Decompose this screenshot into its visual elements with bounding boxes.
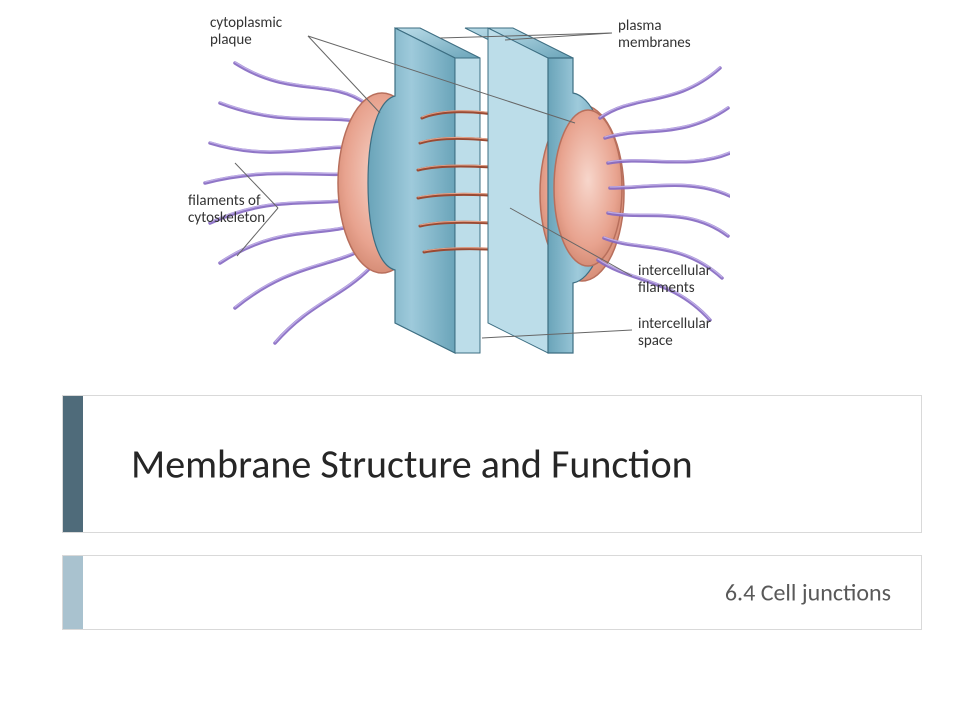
label-intercellular-space: intercellularspace <box>638 316 711 349</box>
subtitle-accent <box>63 556 83 629</box>
label-filaments-cytoskeleton: filaments ofcytoskeleton <box>188 193 265 226</box>
title-bar: Membrane Structure and Function <box>62 395 922 533</box>
slide: cytoplasmicplaque filaments ofcytoskelet… <box>0 0 960 720</box>
subtitle-bar: 6.4 Cell junctions <box>62 555 922 630</box>
slide-subtitle: 6.4 Cell junctions <box>725 578 891 607</box>
title-accent <box>63 396 83 532</box>
label-intercellular-filaments: intercellularfilaments <box>638 263 711 296</box>
left-membrane <box>368 28 480 353</box>
label-plasma-membranes: plasmamembranes <box>618 18 691 51</box>
slide-title: Membrane Structure and Function <box>131 440 693 489</box>
label-text: intercellularspace <box>638 315 711 350</box>
label-text: plasmamembranes <box>618 17 691 52</box>
cell-junction-diagram: cytoplasmicplaque filaments ofcytoskelet… <box>180 8 730 383</box>
label-text: intercellularfilaments <box>638 262 711 297</box>
label-text: filaments ofcytoskeleton <box>188 192 265 227</box>
label-text: cytoplasmicplaque <box>210 14 282 49</box>
label-cytoplasmic-plaque: cytoplasmicplaque <box>210 15 282 48</box>
